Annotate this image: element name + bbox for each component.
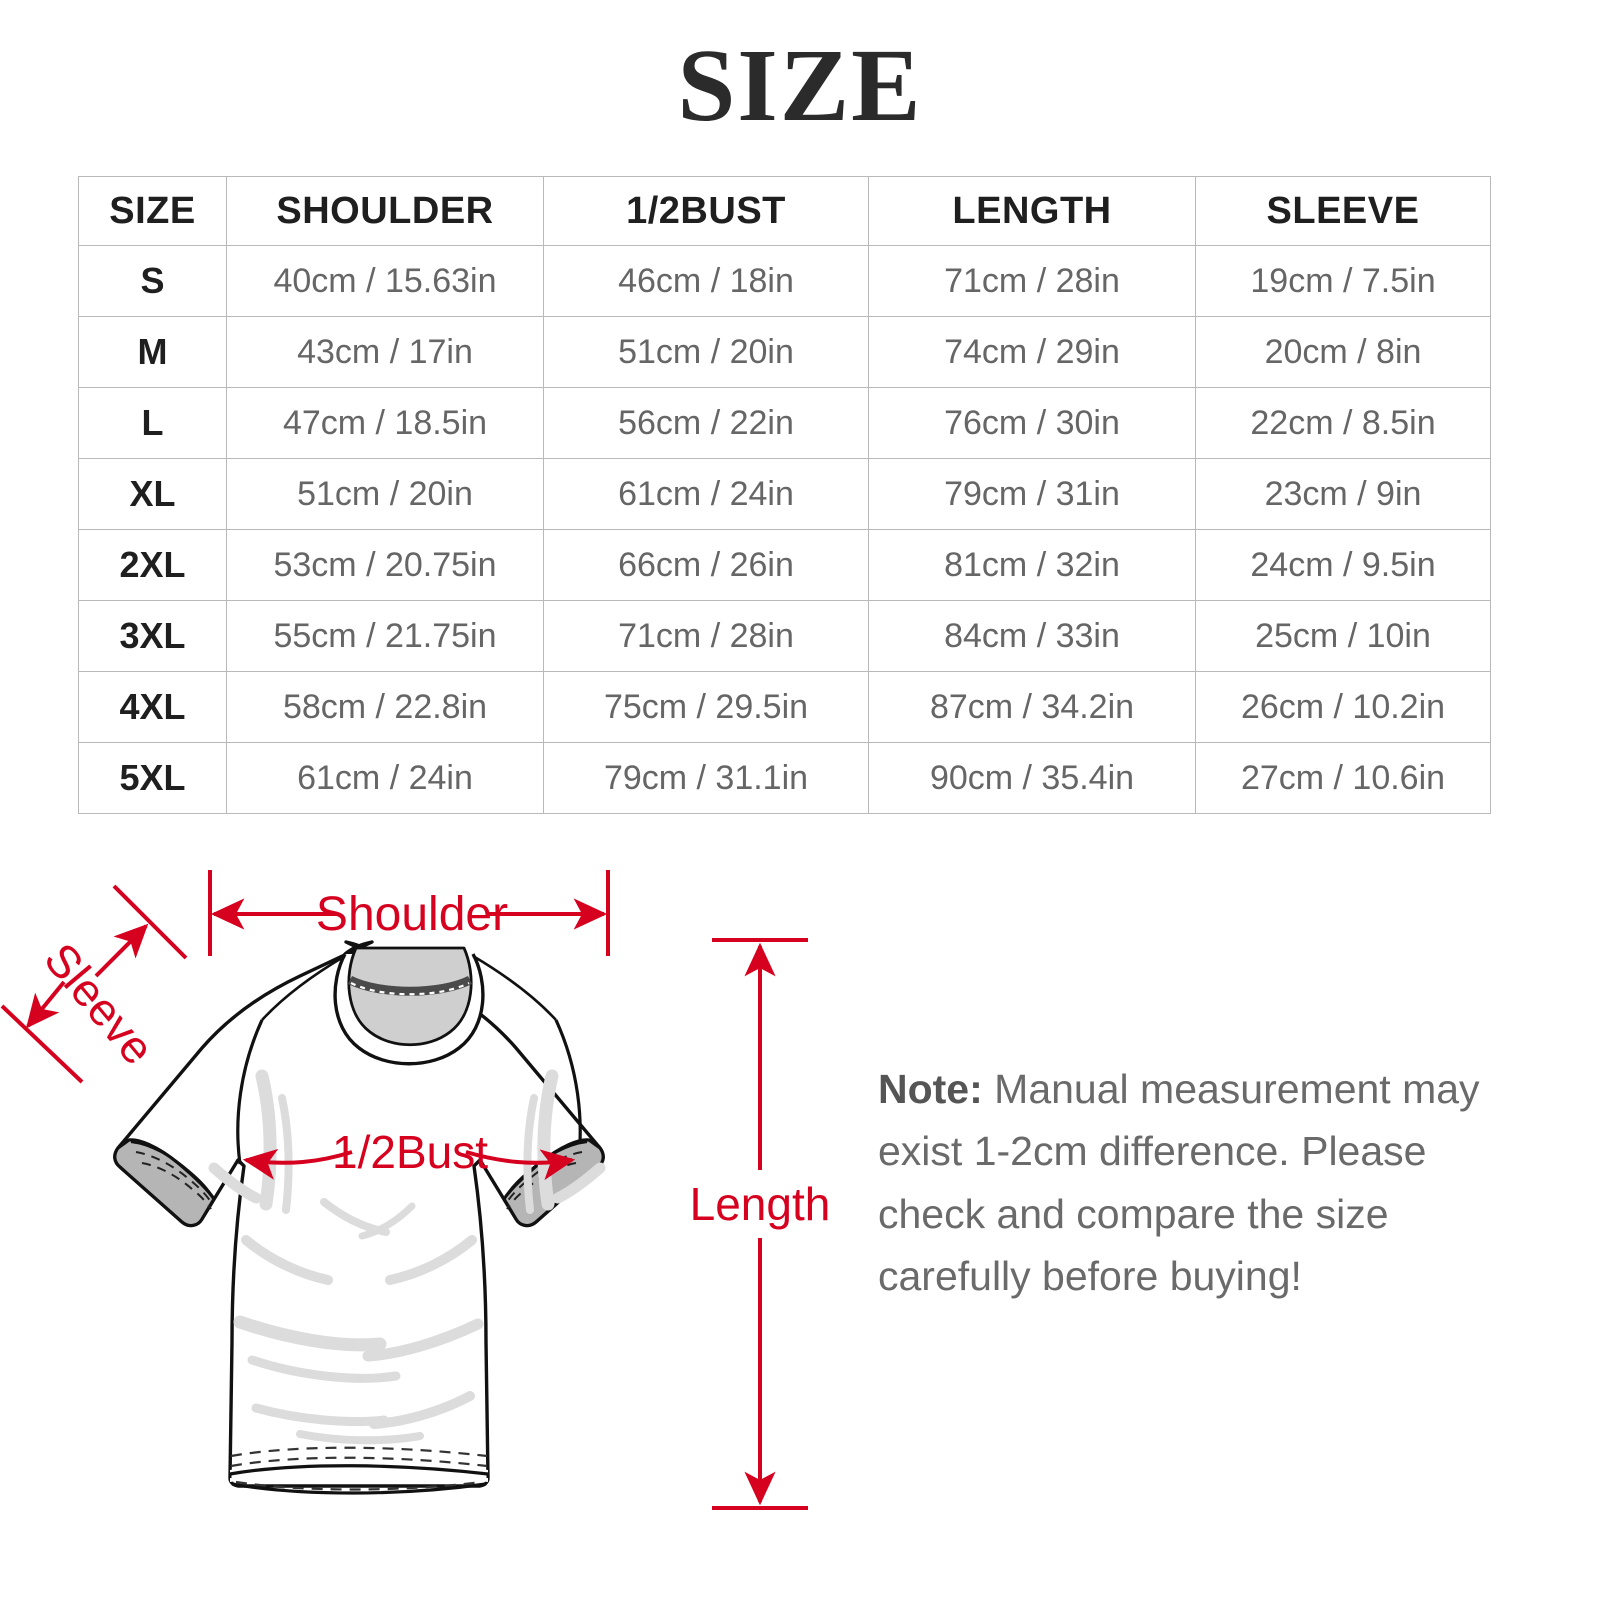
armhole-seam-left <box>236 1019 264 1165</box>
tshirt-illustration <box>113 940 606 1495</box>
cell-size: XL <box>78 458 227 530</box>
collar-inner-opening <box>347 946 473 1047</box>
cell-length: 84cm / 33in <box>868 600 1196 672</box>
cell-bust: 51cm / 20in <box>543 316 869 388</box>
cell-sleeve: 25cm / 10in <box>1195 600 1491 672</box>
cell-bust: 71cm / 28in <box>543 600 869 672</box>
cell-bust: 79cm / 31.1in <box>543 742 869 814</box>
cell-bust: 56cm / 22in <box>543 387 869 459</box>
bust-label: 1/2Bust <box>332 1126 488 1178</box>
table-row: 4XL 58cm / 22.8in 75cm / 29.5in 87cm / 3… <box>78 671 1491 743</box>
table-row: L 47cm / 18.5in 56cm / 22in 76cm / 30in … <box>78 387 1491 459</box>
cell-bust: 46cm / 18in <box>543 245 869 317</box>
shoulder-seam-left <box>261 954 346 1021</box>
measurement-diagram: Shoulder Sleeve 1/2Bust Length <box>0 830 870 1570</box>
table-header-row: SIZE SHOULDER 1/2BUST LENGTH SLEEVE <box>78 176 1491 246</box>
collar-rib-band <box>347 975 473 996</box>
cell-length: 90cm / 35.4in <box>868 742 1196 814</box>
cell-size: L <box>78 387 227 459</box>
sleeve-tick-upper <box>112 884 188 960</box>
sleeve-arrow-lower <box>25 980 66 1029</box>
column-header-shoulder: SHOULDER <box>226 176 544 246</box>
cell-sleeve: 27cm / 10.6in <box>1195 742 1491 814</box>
cell-length: 87cm / 34.2in <box>868 671 1196 743</box>
shoulder-measure-annotation: Shoulder <box>208 870 610 956</box>
bust-measure-annotation: 1/2Bust <box>242 1126 576 1181</box>
bust-arrow-left <box>242 1148 353 1180</box>
bottom-hem <box>228 1446 490 1495</box>
sleeve-cuff-left <box>113 1138 216 1228</box>
sleeve-measure-annotation: Sleeve <box>0 884 188 1084</box>
size-chart-table: SIZE SHOULDER 1/2BUST LENGTH SLEEVE S 40… <box>78 176 1491 814</box>
cell-sleeve: 23cm / 9in <box>1195 458 1491 530</box>
cell-size: 4XL <box>78 671 227 743</box>
cell-sleeve: 20cm / 8in <box>1195 316 1491 388</box>
fabric-shading <box>208 1069 606 1445</box>
column-header-bust: 1/2BUST <box>543 176 869 246</box>
cell-bust: 66cm / 26in <box>543 529 869 601</box>
cell-length: 74cm / 29in <box>868 316 1196 388</box>
table-row: 3XL 55cm / 21.75in 71cm / 28in 84cm / 33… <box>78 600 1491 672</box>
bust-arrow-right <box>465 1149 576 1181</box>
cell-shoulder: 51cm / 20in <box>226 458 544 530</box>
sleeve-arrow-upper <box>94 923 149 978</box>
note-block: Note: Manual measurement may exist 1-2cm… <box>878 1058 1528 1307</box>
sleeve-tick-lower <box>0 1004 84 1084</box>
page-title: SIZE <box>677 28 923 143</box>
cell-shoulder: 55cm / 21.75in <box>226 600 544 672</box>
length-label: Length <box>690 1178 831 1230</box>
cell-shoulder: 40cm / 15.63in <box>226 245 544 317</box>
cell-shoulder: 61cm / 24in <box>226 742 544 814</box>
note-label: Note: <box>878 1066 983 1112</box>
collar-rib-stitch <box>350 982 470 996</box>
column-header-length: LENGTH <box>868 176 1196 246</box>
table-row: XL 51cm / 20in 61cm / 24in 79cm / 31in 2… <box>78 458 1491 530</box>
size-table-container: SIZE SHOULDER 1/2BUST LENGTH SLEEVE S 40… <box>78 176 1491 814</box>
cell-size: 5XL <box>78 742 227 814</box>
cell-bust: 61cm / 24in <box>543 458 869 530</box>
shoulder-seam-right <box>472 954 557 1021</box>
cell-length: 71cm / 28in <box>868 245 1196 317</box>
length-measure-annotation: Length <box>690 938 831 1510</box>
cell-length: 79cm / 31in <box>868 458 1196 530</box>
cell-length: 81cm / 32in <box>868 529 1196 601</box>
table-row: S 40cm / 15.63in 46cm / 18in 71cm / 28in… <box>78 245 1491 317</box>
cell-shoulder: 53cm / 20.75in <box>226 529 544 601</box>
cell-length: 76cm / 30in <box>868 387 1196 459</box>
cell-shoulder: 47cm / 18.5in <box>226 387 544 459</box>
cell-sleeve: 24cm / 9.5in <box>1195 529 1491 601</box>
table-row: 5XL 61cm / 24in 79cm / 31.1in 90cm / 35.… <box>78 742 1491 814</box>
table-row: 2XL 53cm / 20.75in 66cm / 26in 81cm / 32… <box>78 529 1491 601</box>
note-text: Manual measurement may exist 1-2cm diffe… <box>878 1066 1480 1299</box>
cell-size: 3XL <box>78 600 227 672</box>
table-row: M 43cm / 17in 51cm / 20in 74cm / 29in 20… <box>78 316 1491 388</box>
cell-size: 2XL <box>78 529 227 601</box>
cell-size: M <box>78 316 227 388</box>
cell-sleeve: 22cm / 8.5in <box>1195 387 1491 459</box>
column-header-size: SIZE <box>78 176 227 246</box>
cell-shoulder: 43cm / 17in <box>226 316 544 388</box>
cell-bust: 75cm / 29.5in <box>543 671 869 743</box>
column-header-sleeve: SLEEVE <box>1195 176 1491 246</box>
cell-sleeve: 19cm / 7.5in <box>1195 245 1491 317</box>
cell-size: S <box>78 245 227 317</box>
cell-shoulder: 58cm / 22.8in <box>226 671 544 743</box>
shoulder-label: Shoulder <box>316 888 508 941</box>
cell-sleeve: 26cm / 10.2in <box>1195 671 1491 743</box>
